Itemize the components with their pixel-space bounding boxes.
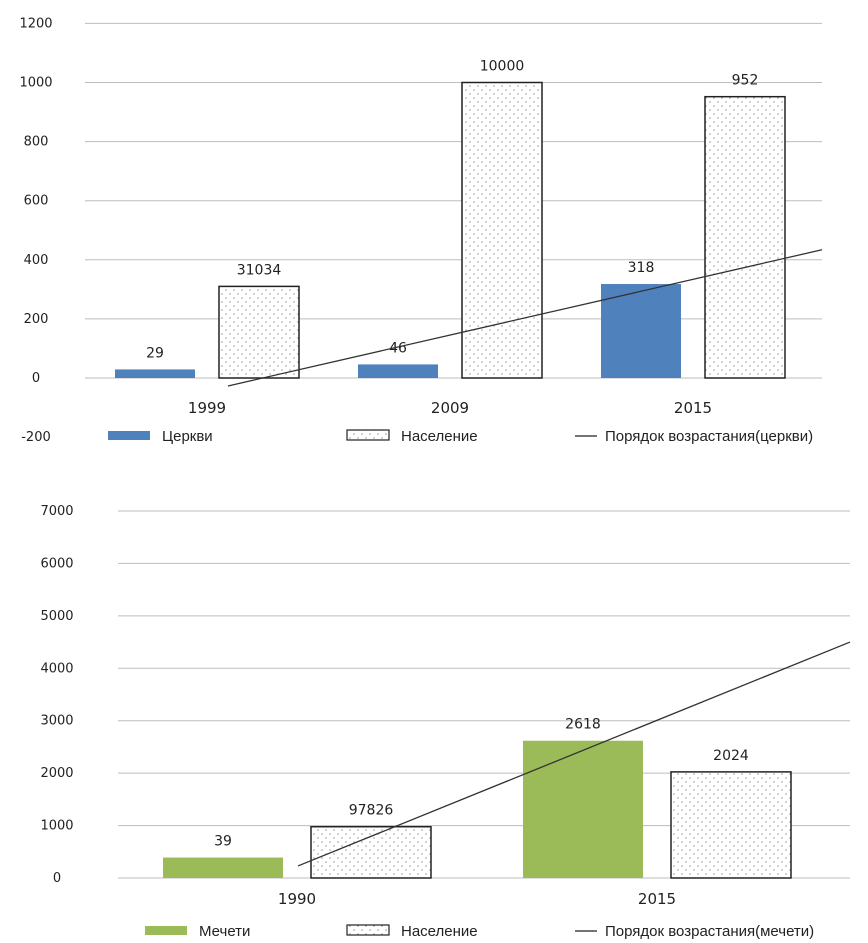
data-label: 2618 — [565, 717, 601, 733]
category-label: 2015 — [674, 399, 712, 417]
y-tick-label: 400 — [24, 253, 49, 268]
category-label: 1999 — [188, 399, 226, 417]
legend-label-population: Население — [401, 923, 478, 940]
bar-population — [310, 825, 432, 879]
y-tick-label: 0 — [53, 871, 61, 886]
legend-swatch-primary — [145, 926, 187, 935]
bar-population — [461, 81, 543, 379]
bar-primary — [163, 857, 283, 878]
bar-population — [670, 771, 792, 879]
category-label: 2015 — [638, 890, 676, 908]
category-label: 1990 — [278, 890, 316, 908]
legend-label-trendline: Порядок возрастания(мечети) — [605, 923, 814, 940]
data-label: 10000 — [480, 59, 525, 75]
y-tick-label: 2000 — [40, 766, 73, 781]
trendline — [297, 641, 851, 867]
data-label: 318 — [628, 260, 655, 276]
y-tick-label: 800 — [24, 135, 49, 150]
y-tick-label: 200 — [24, 312, 49, 327]
legend-label-primary: Мечети — [199, 923, 250, 940]
legend-swatch-primary — [108, 431, 150, 440]
bar-primary — [358, 364, 438, 378]
y-tick-label: 1000 — [19, 76, 52, 91]
y-tick-label: 7000 — [40, 504, 73, 519]
bar-population — [704, 95, 786, 379]
data-label: 97826 — [349, 803, 394, 819]
data-label: 31034 — [237, 262, 282, 278]
legend-label-trendline: Порядок возрастания(церкви) — [605, 428, 813, 445]
data-label: 952 — [732, 73, 759, 89]
y-tick-label: 0 — [32, 371, 40, 386]
legend-swatch-population — [346, 924, 390, 936]
y-tick-label: 4000 — [40, 661, 73, 676]
y-tick-label: 3000 — [40, 714, 73, 729]
data-label: 46 — [389, 340, 407, 356]
y-tick-label: -200 — [21, 430, 51, 445]
legend-label-population: Население — [401, 428, 478, 445]
legend-label-primary: Церкви — [162, 428, 213, 445]
bar-primary — [601, 284, 681, 378]
data-label: 29 — [146, 345, 164, 361]
bar-primary — [523, 740, 643, 878]
data-label: 2024 — [713, 748, 749, 764]
y-tick-label: 600 — [24, 194, 49, 209]
y-tick-label: 1000 — [40, 819, 73, 834]
bar-population — [218, 285, 300, 379]
category-label: 2009 — [431, 399, 469, 417]
bar-primary — [115, 369, 195, 378]
trendline — [227, 249, 823, 387]
legend-swatch-population — [346, 429, 390, 441]
data-label: 39 — [214, 834, 232, 850]
y-tick-label: 5000 — [40, 609, 73, 624]
y-tick-label: 1200 — [19, 16, 52, 31]
y-tick-label: 6000 — [40, 556, 73, 571]
